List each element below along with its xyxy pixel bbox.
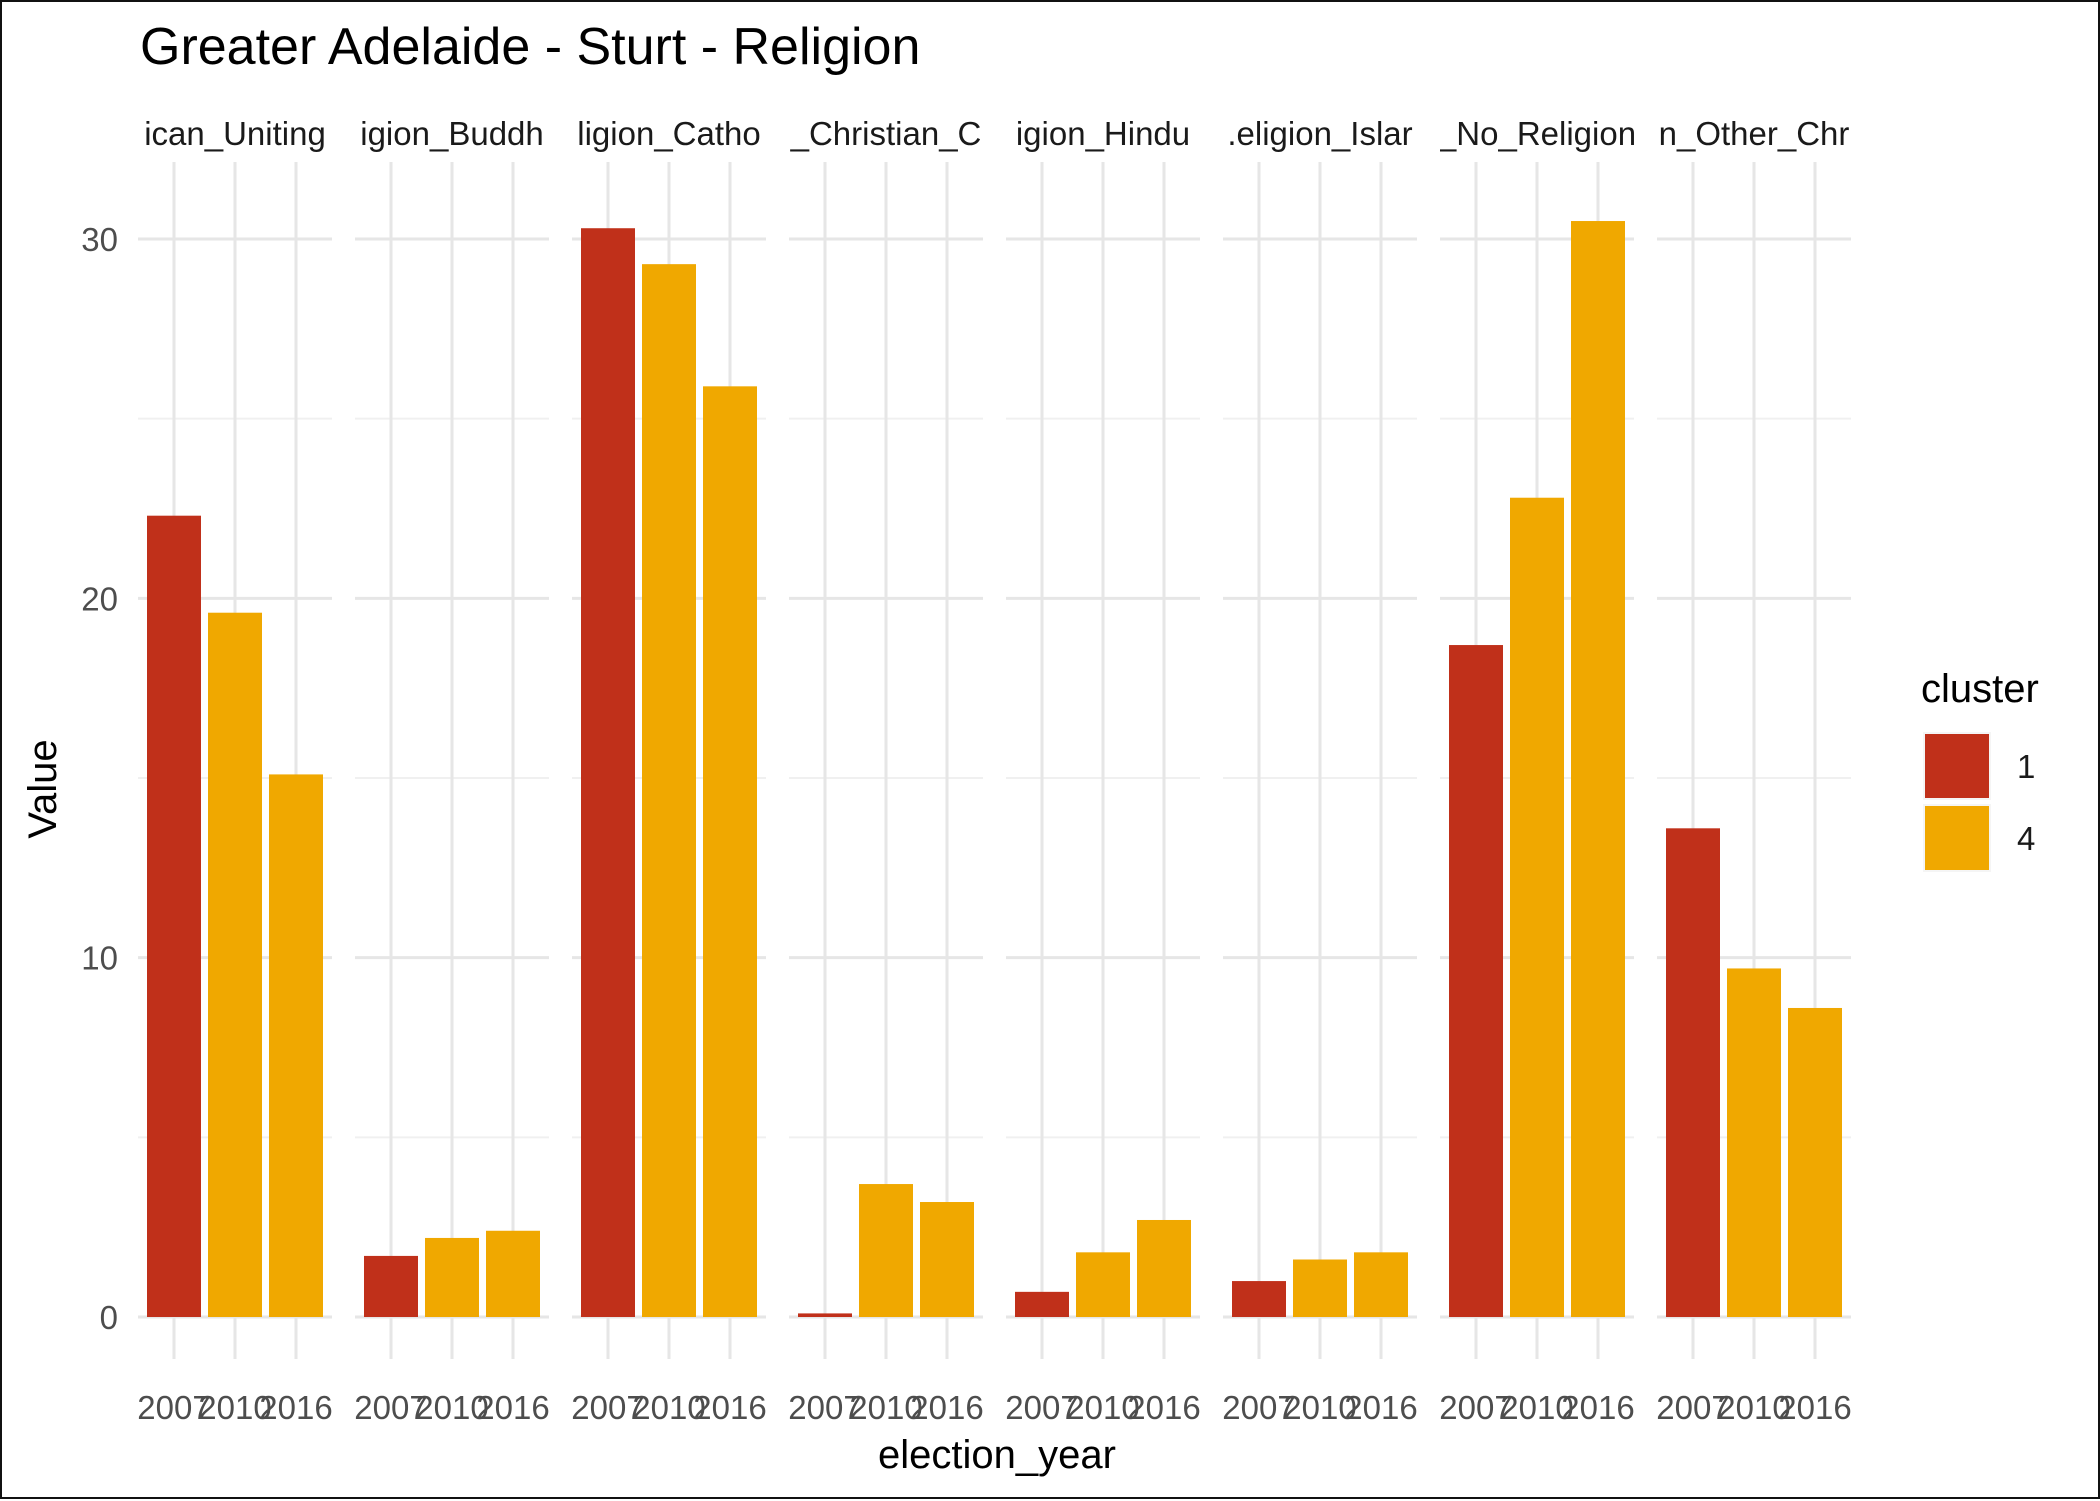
- x-tick-label: 2010: [632, 1389, 705, 1426]
- x-tick-label: 2016: [259, 1389, 332, 1426]
- x-tick-label: 2016: [693, 1389, 766, 1426]
- bar-0-2016: [269, 774, 323, 1317]
- facet-strip-label: igion_Hindu: [1016, 115, 1190, 152]
- bar-1-2016: [486, 1230, 540, 1317]
- x-tick-label: 2016: [1127, 1389, 1200, 1426]
- strip-labels: ican_Uniting igion_Buddh ligion_Catho _Chri…: [144, 115, 1849, 152]
- x-tick-label: 2007: [1656, 1389, 1729, 1426]
- y-tick-label: 20: [81, 580, 118, 617]
- bar-4-2007: [1015, 1291, 1069, 1317]
- x-tick-label: 2016: [1561, 1389, 1634, 1426]
- x-tick-label: 2007: [1222, 1389, 1295, 1426]
- x-tick-label: 2010: [1283, 1389, 1356, 1426]
- legend-label: 1: [2017, 748, 2035, 785]
- bar-3-2016: [920, 1202, 974, 1317]
- bar-0-2007: [147, 515, 201, 1317]
- bar-2-2016: [703, 386, 757, 1317]
- y-tick-label: 30: [81, 221, 118, 258]
- y-tick-labels: 0 10 20 30: [81, 221, 118, 1336]
- x-tick-label: 2010: [1717, 1389, 1790, 1426]
- bar-2-2007: [581, 228, 635, 1318]
- legend-key-1: [1925, 734, 1989, 798]
- x-tick-label: 2007: [788, 1389, 861, 1426]
- facet-strip-label: ligion_Catho: [577, 115, 760, 152]
- bar-6-2016: [1571, 221, 1625, 1318]
- bar-3-2010: [859, 1184, 913, 1317]
- x-tick-label: 2010: [1066, 1389, 1139, 1426]
- y-tick-label: 10: [81, 940, 118, 977]
- facet-strip-label: .eligion_Islar: [1227, 115, 1412, 152]
- legend-title: cluster: [1921, 667, 2039, 711]
- x-tick-label: 2007: [1439, 1389, 1512, 1426]
- facet-strip-label: _No_Religion: [1437, 115, 1636, 152]
- x-tick-label: 2016: [1778, 1389, 1851, 1426]
- bar-5-2010: [1293, 1259, 1347, 1317]
- x-axis-title: election_year: [878, 1433, 1116, 1477]
- legend: cluster 1 4: [1921, 667, 2039, 872]
- x-tick-label: 2007: [571, 1389, 644, 1426]
- x-tick-label: 2010: [849, 1389, 922, 1426]
- x-tick-label: 2007: [354, 1389, 427, 1426]
- bar-6-2007: [1449, 645, 1503, 1317]
- facet-strip-label: n_Other_Chr: [1659, 115, 1850, 152]
- x-tick-label: 2010: [198, 1389, 271, 1426]
- facet-strip-label: ican_Uniting: [144, 115, 326, 152]
- bar-5-2007: [1232, 1281, 1286, 1317]
- y-axis-title: Value: [21, 739, 65, 838]
- bar-0-2010: [208, 612, 262, 1317]
- x-tick-label: 2007: [137, 1389, 210, 1426]
- chart-title: Greater Adelaide - Sturt - Religion: [140, 18, 920, 76]
- y-tick-label: 0: [100, 1299, 118, 1336]
- bar-6-2010: [1510, 497, 1564, 1318]
- bar-1-2007: [364, 1255, 418, 1317]
- bar-4-2010: [1076, 1252, 1130, 1317]
- legend-label: 4: [2017, 820, 2035, 857]
- legend-key-4: [1925, 806, 1989, 870]
- x-tick-label: 2016: [476, 1389, 549, 1426]
- facet-strip-label: igion_Buddh: [360, 115, 544, 152]
- x-tick-label: 2016: [910, 1389, 983, 1426]
- bar-5-2016: [1354, 1252, 1408, 1317]
- x-tick-label: 2007: [1005, 1389, 1078, 1426]
- bar-1-2010: [425, 1237, 479, 1317]
- bar-7-2016: [1788, 1007, 1842, 1317]
- bar-layer: [147, 221, 1842, 1318]
- facet-strip-label: _Christian_C: [790, 115, 982, 152]
- bar-3-2007: [798, 1313, 852, 1317]
- bar-7-2010: [1727, 968, 1781, 1317]
- x-tick-label: 2010: [1500, 1389, 1573, 1426]
- bar-2-2010: [642, 264, 696, 1317]
- bar-4-2016: [1137, 1219, 1191, 1317]
- x-tick-label: 2010: [415, 1389, 488, 1426]
- bar-7-2007: [1666, 828, 1720, 1317]
- x-tick-label: 2016: [1344, 1389, 1417, 1426]
